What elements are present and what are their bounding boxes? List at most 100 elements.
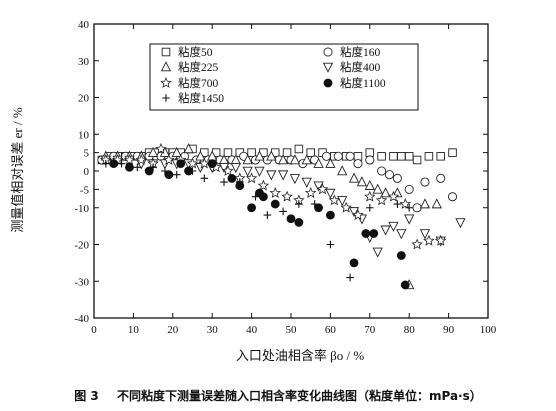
series-plus: [102, 159, 413, 282]
data-point-triangle-down: [242, 166, 253, 177]
data-point-filled-circle: [369, 229, 379, 238]
data-point-star: [328, 194, 341, 206]
data-point-circle: [345, 151, 355, 161]
data-point-star: [186, 157, 199, 169]
data-point-triangle-up: [266, 150, 277, 161]
y-tick-label: -40: [74, 313, 89, 325]
data-point-triangle-up: [195, 150, 206, 161]
data-point-star: [155, 142, 167, 154]
data-point-plus: [220, 178, 228, 186]
x-tick-label: 0: [91, 324, 97, 336]
legend-label: 粘度225: [178, 60, 218, 74]
data-point-plus: [405, 203, 413, 212]
data-point-circle: [333, 151, 343, 161]
data-point-plus: [279, 207, 287, 216]
data-point-triangle-up: [254, 150, 265, 161]
x-tick-label: 80: [404, 324, 416, 336]
data-point-filled-circle: [176, 159, 186, 169]
y-tick-label: 0: [84, 166, 90, 178]
data-point-triangle-down: [388, 221, 399, 232]
data-point-star: [163, 153, 175, 165]
data-point-triangle-up: [337, 165, 348, 176]
data-point-triangle-up: [364, 179, 375, 190]
data-point-triangle-down: [372, 247, 383, 258]
y-tick-label: -20: [74, 240, 89, 252]
legend-marker-circle: [323, 47, 333, 57]
legend-entry: 粘度700: [160, 76, 218, 90]
data-point-triangle-down: [277, 170, 289, 181]
data-point-filled-circle: [314, 203, 323, 213]
data-point-triangle-down: [404, 214, 415, 225]
legend-marker-filled-circle: [323, 78, 333, 88]
data-point-triangle-down: [455, 218, 466, 229]
data-point-square: [365, 148, 375, 157]
data-point-square: [436, 152, 445, 161]
data-point-triangle-down: [325, 188, 336, 199]
legend-entry: 粘度225: [160, 60, 218, 74]
data-point-triangle-up: [325, 157, 336, 168]
data-point-filled-circle: [144, 166, 154, 176]
data-point-star: [198, 157, 211, 169]
data-point-filled-circle: [361, 229, 371, 238]
data-point-filled-circle: [207, 159, 217, 169]
y-axis-label: 测量值相对误差 er / %: [10, 107, 25, 232]
x-tick-label: 90: [443, 324, 455, 336]
data-point-circle: [384, 170, 395, 180]
data-point-plus: [393, 200, 402, 208]
figure-caption-text: 不同粘度下测量误差随入口相含率变化曲线图（粘度单位：mPa·s）: [116, 389, 482, 403]
x-tick-label: 50: [286, 324, 298, 336]
figure-caption: 图 3 不同粘度下测量误差随入口相含率变化曲线图（粘度单位：mPa·s）: [0, 387, 556, 404]
data-point-plus: [263, 211, 272, 219]
data-point-plus: [310, 200, 319, 208]
data-point-triangle-down: [218, 163, 230, 174]
data-point-triangle-down: [348, 207, 360, 218]
y-tick-label: 30: [78, 56, 90, 68]
data-point-triangle-down: [396, 229, 407, 240]
data-point-star: [411, 238, 423, 250]
data-point-plus: [188, 167, 197, 175]
data-point-plus: [346, 273, 354, 282]
data-point-square: [247, 148, 256, 157]
series-triangle-down: [100, 155, 466, 258]
data-point-plus: [102, 159, 110, 168]
data-point-star: [399, 198, 412, 209]
data-point-circle: [447, 192, 458, 202]
data-point-triangle-up: [372, 183, 383, 194]
y-tick-label: -30: [74, 276, 89, 288]
data-point-circle: [404, 184, 414, 194]
data-point-triangle-down: [380, 225, 391, 236]
legend-marker-plus: [162, 94, 170, 102]
data-point-star: [304, 187, 317, 198]
data-point-square: [306, 148, 315, 157]
data-point-square: [448, 148, 457, 157]
data-point-circle: [321, 151, 332, 161]
data-point-filled-circle: [270, 199, 280, 209]
data-point-filled-circle: [164, 170, 174, 180]
data-point-filled-circle: [286, 214, 296, 224]
data-point-filled-circle: [125, 162, 134, 172]
legend-entry: 粘度50: [161, 45, 213, 59]
data-point-plus: [200, 174, 209, 183]
legend-label: 粘度400: [340, 60, 380, 74]
data-point-square: [412, 155, 422, 165]
data-point-square: [353, 152, 363, 161]
data-point-star: [245, 172, 258, 184]
data-point-triangle-up: [277, 154, 289, 165]
data-point-filled-circle: [396, 251, 406, 260]
y-tick-label: 5: [84, 148, 90, 160]
data-point-triangle-down: [419, 229, 431, 240]
legend-entry: 粘度1450: [162, 91, 224, 105]
y-tick-label: 20: [78, 93, 90, 105]
data-point-triangle-down: [266, 170, 277, 181]
data-point-triangle-down: [301, 177, 312, 188]
data-point-square: [294, 144, 304, 154]
data-point-circle: [436, 173, 446, 183]
data-point-star: [364, 190, 376, 202]
data-point-circle: [365, 155, 375, 165]
data-point-circle: [412, 203, 422, 213]
data-point-square: [377, 152, 386, 161]
y-tick-label: -5: [80, 184, 90, 196]
data-points: [97, 142, 466, 290]
data-point-square: [389, 152, 398, 161]
